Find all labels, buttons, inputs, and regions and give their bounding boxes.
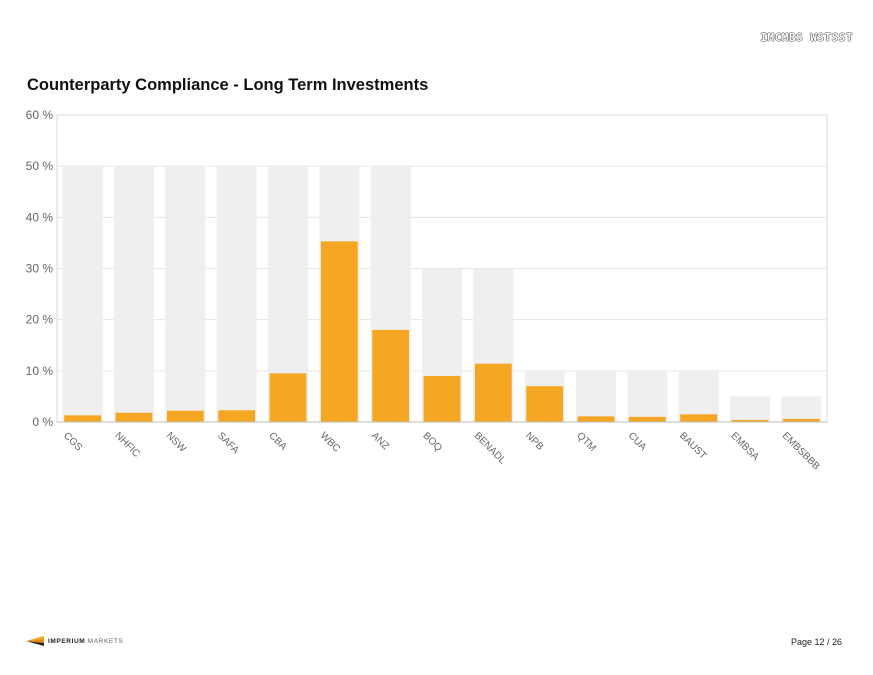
y-tick-label: 0 % xyxy=(32,415,53,429)
compliance-bar-chart: 0 % 10 % 20 % 30 % 40 % 50 % 60 % CGS NHFIC NSW SA… xyxy=(26,108,828,473)
x-tick-label: ANZ xyxy=(369,430,391,452)
y-tick-label: 30 % xyxy=(26,262,54,276)
y-tick-label: 60 % xyxy=(26,108,54,122)
actual-bar xyxy=(577,416,615,422)
y-tick-label: 20 % xyxy=(26,313,54,327)
actual-bar xyxy=(731,419,769,422)
x-tick-label: NHFIC xyxy=(112,430,141,459)
actual-bar xyxy=(218,410,256,422)
x-tick-label: CGS xyxy=(61,430,84,453)
x-tick-label: NPB xyxy=(523,430,546,453)
actual-bar xyxy=(372,329,410,422)
actual-bar xyxy=(115,412,153,422)
actual-bar xyxy=(320,241,358,422)
actual-bar xyxy=(474,363,512,422)
brand-light: MARKETS xyxy=(87,637,124,645)
limit-bar xyxy=(627,370,668,422)
y-tick-label: 10 % xyxy=(26,364,54,378)
actual-bar xyxy=(680,414,718,422)
x-tick-label: NSW xyxy=(164,430,189,455)
limit-bar xyxy=(781,396,822,422)
actual-bar xyxy=(166,410,204,422)
x-tick-label: EMBSA xyxy=(728,430,761,463)
x-tick-label: CBA xyxy=(266,430,289,453)
y-tick-label: 50 % xyxy=(26,159,54,173)
actual-bar xyxy=(782,418,820,422)
imperium-wedge-icon xyxy=(26,636,44,646)
actual-bar xyxy=(628,416,666,422)
header-code: IMCMBS WSTSST xyxy=(760,31,853,44)
imperium-logo: IMPERIUM MARKETS xyxy=(26,636,123,646)
limit-bar xyxy=(62,166,103,422)
chart-title: Counterparty Compliance - Long Term Inve… xyxy=(27,76,429,94)
limit-bar xyxy=(678,370,719,422)
actual-bar xyxy=(269,373,307,422)
limit-bar xyxy=(575,370,617,422)
limit-bar xyxy=(165,166,206,422)
limit-bar xyxy=(216,166,257,422)
x-tick-label: BAUST xyxy=(677,430,708,461)
x-tick-label: WBC xyxy=(318,430,342,454)
limit-bar xyxy=(729,396,771,422)
actual-bar xyxy=(64,415,102,422)
limit-bar xyxy=(113,166,155,422)
x-tick-label: BENADL xyxy=(472,430,508,466)
x-tick-label: EMBSBBB xyxy=(780,430,822,472)
x-tick-label: BOQ xyxy=(420,430,444,454)
x-tick-label: SAFA xyxy=(215,430,241,456)
brand-bold: IMPERIUM xyxy=(48,637,86,645)
x-tick-label: CUA xyxy=(626,430,649,453)
actual-bar xyxy=(423,375,461,422)
page-number: Page 12 / 26 xyxy=(790,637,842,647)
x-tick-label: QTM xyxy=(574,430,597,453)
actual-bar xyxy=(526,386,564,422)
y-tick-label: 40 % xyxy=(26,210,54,224)
